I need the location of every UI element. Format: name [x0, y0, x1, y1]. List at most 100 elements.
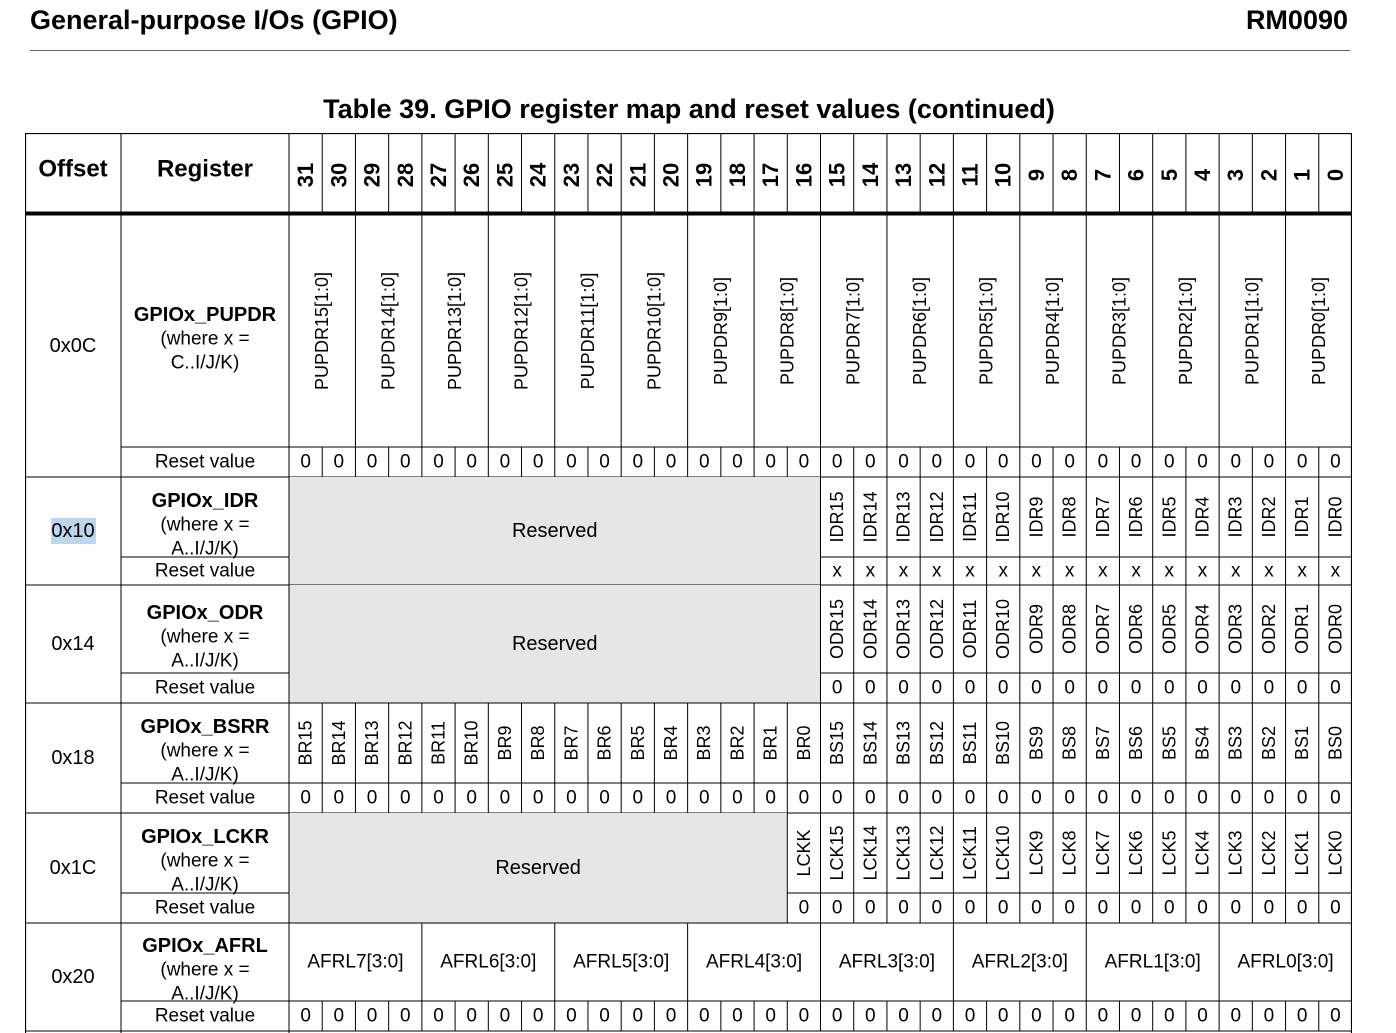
bit-number: 5	[1157, 169, 1182, 181]
field-label: PUPDR13[1:0]	[445, 272, 465, 390]
field-label: IDR3	[1226, 496, 1246, 537]
reset-label: Reset value	[155, 678, 255, 699]
register-offset: 0x10	[51, 520, 94, 542]
reset-bit-value: 0	[1064, 898, 1075, 919]
reset-bit-value: 0	[865, 678, 876, 699]
field-label: BS15	[827, 721, 847, 765]
register-scope: C..I/J/K)	[171, 353, 240, 374]
field-label: LCK9	[1026, 830, 1046, 875]
bit-number: 26	[459, 163, 484, 187]
reset-label: Reset value	[155, 452, 255, 473]
register-scope: (where x =	[160, 851, 249, 872]
reset-bit-value: 0	[1297, 898, 1308, 919]
reset-label: Reset value	[155, 898, 255, 919]
field-label: BS0	[1325, 726, 1345, 760]
reset-bit-value: 0	[965, 1006, 976, 1027]
bit-number: 6	[1124, 169, 1149, 181]
field-label: PUPDR9[1:0]	[711, 277, 731, 385]
field-label: BR1	[761, 725, 781, 760]
field-label: BR8	[528, 725, 548, 760]
reset-bit-value: 0	[1098, 678, 1109, 699]
reset-bit-value: 0	[500, 788, 511, 809]
bit-number: 9	[1024, 169, 1049, 181]
reset-bit-value: 0	[832, 678, 843, 699]
reset-bit-value: 0	[965, 452, 976, 473]
field-label: BS4	[1193, 726, 1213, 760]
reset-bit-value: 0	[1230, 452, 1241, 473]
register-scope: (where x =	[160, 329, 249, 350]
reset-bit-value: 0	[1297, 678, 1308, 699]
field-label: LCK2	[1259, 830, 1279, 875]
reset-bit-value: x	[1297, 561, 1307, 582]
reset-bit-value: 0	[699, 452, 710, 473]
reset-bit-value: 0	[1330, 788, 1341, 809]
reset-bit-value: 0	[334, 788, 345, 809]
reset-bit-value: x	[899, 561, 909, 582]
field-label: LCKK	[794, 829, 814, 876]
reset-bit-value: 0	[1164, 898, 1175, 919]
bit-number: 16	[791, 163, 816, 187]
reserved-block	[289, 585, 821, 703]
reset-bit-value: 0	[699, 788, 710, 809]
reset-bit-value: x	[1131, 561, 1141, 582]
field-label: BS1	[1292, 726, 1312, 760]
register-offset: 0x1C	[50, 857, 97, 879]
register-offset: 0x0C	[50, 335, 97, 357]
field-label: LCK3	[1226, 830, 1246, 875]
reset-bit-value: 0	[1197, 452, 1208, 473]
field-label: IDR1	[1292, 496, 1312, 537]
header-rule	[30, 50, 1350, 51]
bit-number: 4	[1190, 168, 1215, 181]
reset-bit-value: 0	[1164, 452, 1175, 473]
header-register: Register	[157, 156, 253, 183]
reset-bit-value: 0	[799, 788, 810, 809]
reset-bit-value: x	[1264, 561, 1274, 582]
field-label: PUPDR8[1:0]	[777, 277, 797, 385]
field-label: ODR6	[1126, 604, 1146, 654]
reset-bit-value: 0	[400, 452, 411, 473]
reset-bit-value: x	[932, 561, 942, 582]
reserved-label: Reserved	[512, 520, 598, 542]
reset-bit-value: 0	[400, 1006, 411, 1027]
reset-bit-value: 0	[699, 1006, 710, 1027]
field-label: LCK7	[1093, 830, 1113, 875]
field-label: LCK4	[1193, 830, 1213, 875]
bit-number: 15	[825, 163, 850, 187]
reset-bit-value: 0	[965, 678, 976, 699]
field-label: ODR14	[860, 599, 880, 659]
field-label: ODR7	[1093, 604, 1113, 654]
reset-bit-value: 0	[765, 452, 776, 473]
reset-bit-value: 0	[1230, 788, 1241, 809]
register-offset: 0x18	[51, 747, 94, 769]
reset-bit-value: 0	[931, 1006, 942, 1027]
field-label: PUPDR3[1:0]	[1109, 277, 1129, 385]
field-label: IDR13	[894, 491, 914, 542]
reset-bit-value: 0	[1197, 678, 1208, 699]
bit-number: 21	[625, 163, 650, 187]
field-label: IDR11	[960, 492, 980, 542]
reset-bit-value: 0	[1230, 678, 1241, 699]
header-offset: Offset	[38, 156, 107, 183]
field-label: ODR2	[1259, 604, 1279, 654]
field-label: ODR0	[1325, 604, 1345, 654]
reset-bit-value: 0	[1197, 1006, 1208, 1027]
reset-bit-value: 0	[400, 788, 411, 809]
field-label: BR11	[428, 721, 448, 765]
section-title: General-purpose I/Os (GPIO)	[30, 5, 398, 35]
reset-bit-value: 0	[1131, 788, 1142, 809]
reset-bit-value: 0	[466, 452, 477, 473]
bit-number: 31	[293, 163, 318, 187]
register-name: GPIOx_AFRL	[142, 935, 268, 957]
bit-number: 25	[492, 163, 517, 187]
field-label: IDR10	[993, 491, 1013, 542]
offset-highlight	[51, 518, 96, 544]
reset-bit-value: 0	[433, 788, 444, 809]
reset-bit-value: 0	[1098, 452, 1109, 473]
bit-number: 18	[725, 163, 750, 187]
reset-bit-value: 0	[1330, 452, 1341, 473]
reset-bit-value: 0	[1098, 1006, 1109, 1027]
field-label: PUPDR6[1:0]	[910, 277, 930, 385]
reset-bit-value: 0	[367, 788, 378, 809]
reset-bit-value: 0	[965, 788, 976, 809]
field-label: AFRL1[3:0]	[1105, 952, 1201, 973]
